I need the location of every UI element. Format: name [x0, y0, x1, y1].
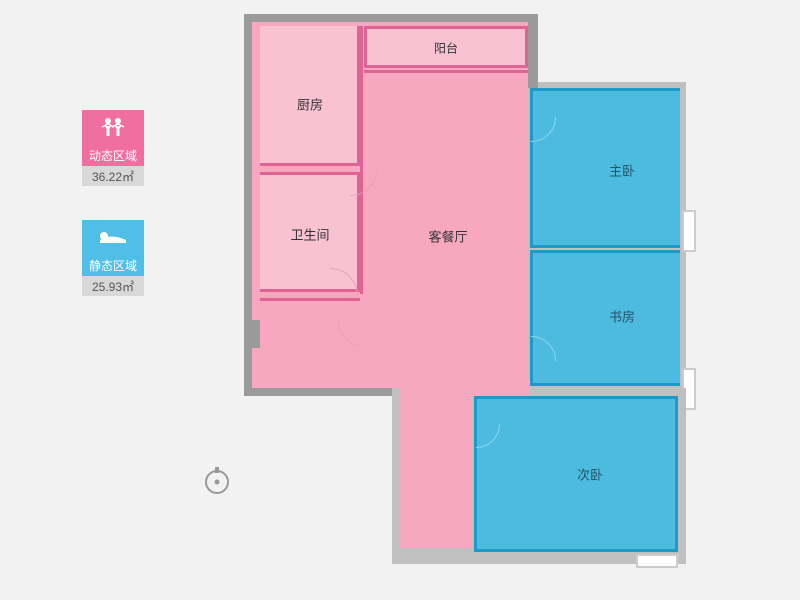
legend-static-label: 静态区域 [82, 254, 144, 276]
divider-vertical [360, 26, 363, 294]
floor-plan: 阳台 厨房 卫生间 客餐厅 主卧 书房 次卧 [252, 20, 682, 570]
label-master: 主卧 [609, 161, 635, 180]
legend-dynamic-label: 动态区域 [82, 144, 144, 166]
window-second [636, 554, 678, 568]
compass-icon [202, 465, 232, 495]
label-balcony: 阳台 [434, 40, 458, 57]
label-kitchen: 厨房 [297, 95, 323, 114]
room-master [530, 88, 680, 248]
hall-stub [252, 320, 260, 348]
label-living: 客餐厅 [428, 227, 467, 246]
legend-static: 静态区域 25.93㎡ [82, 220, 144, 296]
legend-static-value: 25.93㎡ [82, 276, 144, 296]
corridor-join [400, 380, 530, 396]
label-study: 书房 [609, 307, 635, 326]
room-study [530, 250, 680, 386]
corridor [400, 388, 472, 548]
legend-dynamic-value: 36.22㎡ [82, 166, 144, 186]
label-bathroom: 卫生间 [290, 225, 329, 244]
people-icon [82, 110, 144, 144]
hall-area [260, 298, 360, 388]
window-master [682, 210, 696, 252]
sleep-icon [82, 220, 144, 254]
nub-top [528, 14, 538, 88]
legend-panel: 动态区域 36.22㎡ 静态区域 25.93㎡ [82, 110, 144, 296]
label-second: 次卧 [577, 465, 603, 484]
legend-dynamic: 动态区域 36.22㎡ [82, 110, 144, 186]
divider-balcony [364, 70, 528, 73]
